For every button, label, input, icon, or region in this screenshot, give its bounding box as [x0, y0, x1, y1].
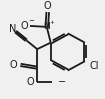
Text: −: −	[58, 77, 66, 87]
Text: O: O	[26, 77, 34, 87]
Text: −: −	[28, 18, 34, 24]
Text: Cl: Cl	[89, 61, 98, 71]
Text: O: O	[44, 0, 52, 10]
Text: N: N	[43, 22, 50, 31]
Text: +: +	[49, 20, 54, 25]
Text: N: N	[9, 24, 16, 34]
Text: O: O	[20, 21, 28, 31]
Text: O: O	[10, 60, 17, 70]
